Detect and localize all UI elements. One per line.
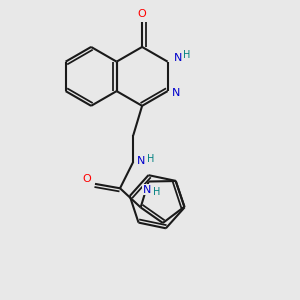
Text: N: N [172,88,181,98]
Text: O: O [82,174,91,184]
Text: N: N [137,156,146,166]
Text: H: H [183,50,190,60]
Text: O: O [138,9,146,19]
Text: N: N [174,53,182,63]
Text: N: N [143,185,151,195]
Text: H: H [153,187,160,197]
Text: H: H [147,154,154,164]
